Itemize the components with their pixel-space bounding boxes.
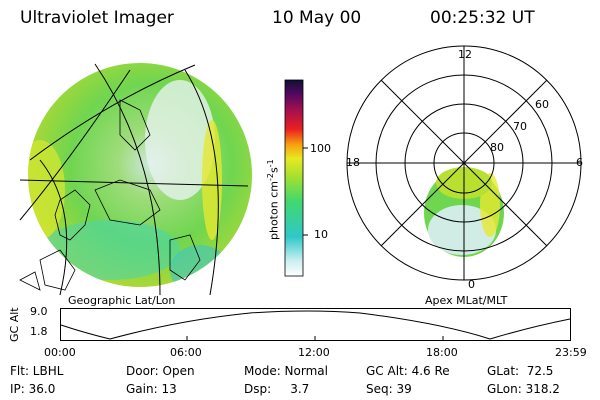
colorbar-tick-label-10: 10 bbox=[314, 228, 328, 241]
colorbar bbox=[284, 79, 308, 277]
mlat-label-80: 80 bbox=[490, 141, 504, 154]
altitude-plot-frame bbox=[60, 308, 571, 341]
magnetic-polar-plot bbox=[346, 45, 582, 281]
mlat-label-60: 60 bbox=[535, 98, 549, 111]
geographic-globe-image bbox=[19, 63, 252, 295]
image-title: Ultraviolet Imager bbox=[20, 8, 174, 28]
status-seq: Seq: 39 bbox=[366, 382, 412, 396]
image-time: 00:25:32 UT bbox=[430, 8, 535, 28]
status-glon: GLon: 318.2 bbox=[487, 382, 560, 396]
altitude-xtick-label-1: 06:00 bbox=[170, 346, 202, 359]
mlat-label-70: 70 bbox=[513, 120, 527, 133]
altitude-tick-low: 1.8 bbox=[30, 325, 48, 338]
mlt-label-18: 18 bbox=[346, 156, 360, 169]
polar-grid bbox=[346, 45, 582, 281]
mlt-label-12: 12 bbox=[458, 48, 472, 61]
altitude-axis-label: GC Alt bbox=[8, 307, 21, 342]
colorbar-gradient bbox=[284, 79, 304, 277]
status-gain: Gain: 13 bbox=[126, 382, 177, 396]
colorbar-tick-label-100: 100 bbox=[310, 142, 331, 155]
mlt-label-6: 6 bbox=[576, 156, 583, 169]
altitude-time-series bbox=[60, 308, 571, 341]
altitude-xtick-label-0: 00:00 bbox=[44, 346, 76, 359]
status-glat: GLat: 72.5 bbox=[487, 364, 554, 378]
apex-panel-label: Apex MLat/MLT bbox=[425, 294, 508, 307]
status-dsp: Dsp: 3.7 bbox=[244, 382, 310, 396]
globe-grid-lines bbox=[19, 63, 249, 295]
altitude-xtick-label-4: 23:59 bbox=[555, 346, 587, 359]
image-date: 10 May 00 bbox=[272, 8, 362, 28]
mlt-label-0: 0 bbox=[468, 278, 475, 291]
status-door: Door: Open bbox=[126, 364, 195, 378]
altitude-xtick-label-3: 18:00 bbox=[426, 346, 458, 359]
altitude-curve bbox=[60, 310, 571, 340]
status-ip: IP: 36.0 bbox=[10, 382, 56, 396]
altitude-tick-high: 9.0 bbox=[30, 305, 48, 318]
coastline-outlines bbox=[19, 99, 201, 291]
geographic-panel-label: Geographic Lat/Lon bbox=[68, 294, 176, 307]
altitude-xtick-label-2: 12:00 bbox=[298, 346, 330, 359]
status-mode: Mode: Normal bbox=[244, 364, 328, 378]
colorbar-unit-label: photon cm-2s-1 bbox=[266, 159, 281, 240]
status-filter: Flt: LBHL bbox=[10, 364, 64, 378]
status-gc-alt: GC Alt: 4.6 Re bbox=[366, 364, 450, 378]
